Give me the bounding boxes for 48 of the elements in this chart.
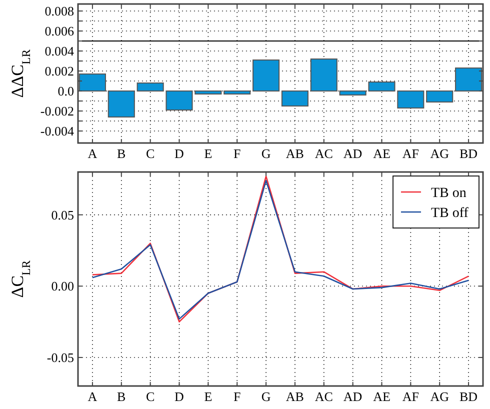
x-tick-label: E bbox=[204, 389, 212, 404]
x-tick-label: G bbox=[261, 146, 271, 161]
x-tick-label: F bbox=[233, 389, 241, 404]
x-tick-label: AB bbox=[286, 146, 304, 161]
x-tick-label: BD bbox=[460, 389, 478, 404]
legend-label: TB on bbox=[431, 186, 466, 201]
x-tick-label: E bbox=[204, 146, 212, 161]
x-tick-label: AD bbox=[343, 146, 362, 161]
bar bbox=[310, 58, 338, 92]
bar bbox=[108, 90, 135, 118]
y-tick-label: 0.008 bbox=[44, 4, 74, 19]
y-tick-label: 0.002 bbox=[44, 64, 74, 79]
x-tick-label: C bbox=[146, 146, 155, 161]
x-tick-label: AE bbox=[373, 389, 390, 404]
y-tick-label: -0.05 bbox=[46, 350, 74, 366]
bar bbox=[455, 68, 482, 92]
x-tick-label: AF bbox=[402, 146, 419, 161]
x-tick-label: D bbox=[174, 146, 184, 161]
y-tick-label: 0.004 bbox=[44, 44, 74, 59]
bar bbox=[426, 90, 454, 102]
x-tick-label: AD bbox=[343, 389, 362, 404]
x-tick-label: AC bbox=[314, 389, 333, 404]
x-tick-label: AC bbox=[314, 146, 333, 161]
bar bbox=[252, 60, 280, 92]
x-tick-label: A bbox=[88, 389, 98, 404]
legend-label: TB off bbox=[431, 206, 469, 221]
y-tick-label: -0.004 bbox=[40, 124, 74, 139]
bar bbox=[78, 74, 106, 92]
y-tick-label: 0.0 bbox=[58, 84, 74, 99]
x-tick-label: AF bbox=[402, 389, 419, 404]
x-tick-label: A bbox=[88, 146, 98, 161]
x-tick-label: C bbox=[146, 389, 155, 404]
y-tick-label: 0.006 bbox=[44, 24, 74, 39]
x-tick-label: BD bbox=[460, 146, 478, 161]
x-tick-label: AG bbox=[430, 146, 449, 161]
x-tick-label: AB bbox=[286, 389, 304, 404]
x-tick-label: F bbox=[233, 146, 241, 161]
x-tick-label: B bbox=[117, 146, 126, 161]
y-tick-label: 0.05 bbox=[51, 207, 74, 222]
x-tick-label: AE bbox=[373, 146, 390, 161]
x-tick-label: AG bbox=[430, 389, 449, 404]
x-tick-label: D bbox=[174, 389, 184, 404]
x-tick-label: G bbox=[261, 389, 271, 404]
bar bbox=[224, 90, 251, 94]
bar bbox=[281, 90, 308, 106]
x-tick-label: B bbox=[117, 389, 126, 404]
y-tick-label: -0.002 bbox=[40, 104, 74, 119]
y-tick-label: 0.00 bbox=[51, 278, 74, 294]
